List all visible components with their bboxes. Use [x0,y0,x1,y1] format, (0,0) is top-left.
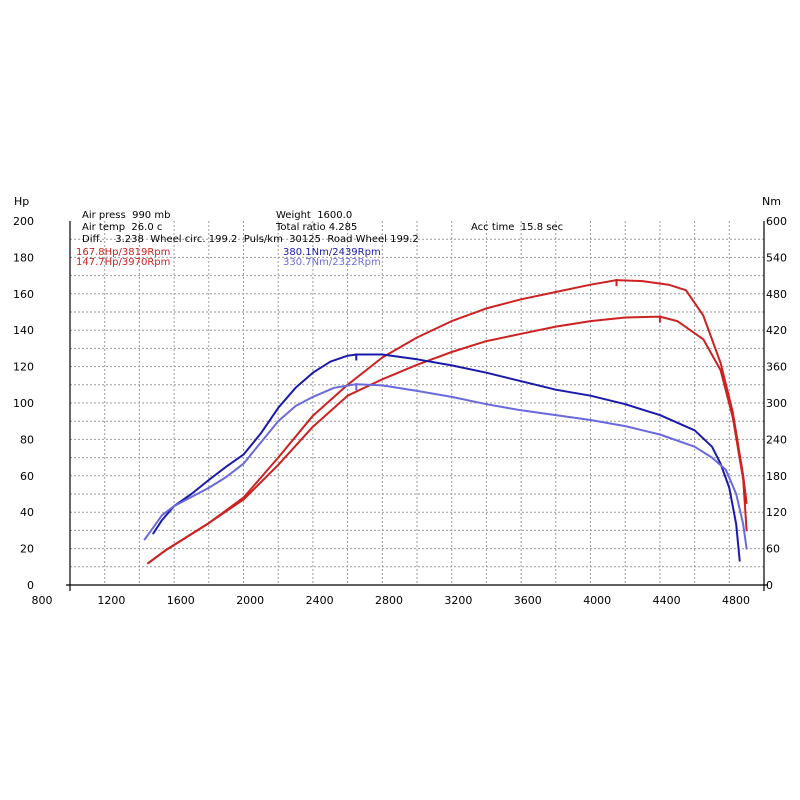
x-tick-label: 3200 [444,594,472,607]
right-tick-label: 0 [766,579,773,592]
x-tick-label: 1200 [97,594,125,607]
right-tick-label: 480 [766,288,787,301]
left-tick-label: 140 [13,324,34,337]
peak-markers [355,279,661,391]
right-tick-label: 180 [766,470,787,483]
power-curve-2 [147,315,748,565]
x-tick-label: 4400 [653,594,681,607]
torque-curve-1 [152,353,741,562]
left-tick-label: 80 [20,433,34,446]
test-info: Air press 990 mb Air temp 26.0 c Diff. 3… [82,210,563,245]
total-ratio-text: Total ratio 4.285 [275,222,357,233]
x-tick-label: 4000 [583,594,611,607]
peak-values: 167.8Hp/3819Rpm 147.7Hp/3970Rpm 380.1Nm/… [76,247,381,268]
x-tick-label: 3600 [514,594,542,607]
power-curve-1 [147,279,748,565]
left-axis-unit: Hp [14,195,29,208]
peak-torque-1: 380.1Nm/2439Rpm [283,247,381,258]
right-tick-labels: 0 60 120 180 240 300 360 420 480 540 600 [766,215,787,592]
left-tick-label: 200 [13,215,34,228]
right-tick-label: 600 [766,215,787,228]
left-tick-labels: 0 20 40 60 80 100 120 140 160 180 200 [13,215,34,592]
left-tick-label: 60 [20,470,34,483]
x-tick-label: 4800 [722,594,750,607]
left-tick-label: 0 [27,579,34,592]
left-tick-label: 40 [20,506,34,519]
acc-time-text: Acc time 15.8 sec [471,222,563,233]
x-tick-label: 1600 [167,594,195,607]
right-tick-label: 240 [766,433,787,446]
weight-text: Weight 1600.0 [276,210,352,221]
x-tick-label: 2400 [306,594,334,607]
left-tick-label: 120 [13,361,34,374]
air-temp-text: Air temp 26.0 c [82,222,162,233]
axes [66,221,768,591]
left-tick-label: 180 [13,251,34,264]
left-tick-label: 20 [20,543,34,556]
right-tick-label: 60 [766,543,780,556]
grid-lines [70,221,764,585]
right-axis-unit: Nm [762,195,781,208]
peak-torque-2: 330.7Nm/2322Rpm [283,257,381,268]
x-tick-label: 800 [32,594,53,607]
x-tick-labels: 800 1200 1600 2000 2400 2800 3200 3600 4000 4400 4… [32,594,751,607]
right-tick-label: 360 [766,361,787,374]
x-tick-label: 2000 [236,594,264,607]
right-tick-label: 420 [766,324,787,337]
left-tick-label: 160 [13,288,34,301]
right-tick-label: 540 [766,251,787,264]
x-tick-label: 2800 [375,594,403,607]
right-tick-label: 120 [766,506,787,519]
peak-power-1: 167.8Hp/3819Rpm [76,247,170,258]
diff-text: Diff. 3.238 Wheel circ. 199.2 Puls/km 30… [82,234,419,245]
torque-curve-2 [143,383,748,550]
peak-power-2: 147.7Hp/3970Rpm [76,257,170,268]
right-tick-label: 300 [766,397,787,410]
curves [143,279,748,565]
air-press-text: Air press 990 mb [82,210,170,221]
left-tick-label: 100 [13,397,34,410]
